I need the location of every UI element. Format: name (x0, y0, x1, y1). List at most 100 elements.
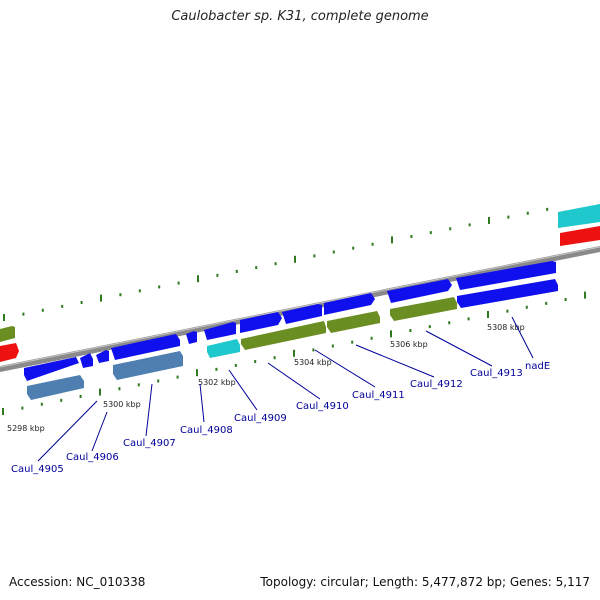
track-dot (390, 330, 392, 338)
track-dot (409, 329, 412, 333)
cds-arrow[interactable] (558, 204, 600, 228)
cds-arrow[interactable] (0, 343, 19, 362)
track-dot (332, 250, 335, 254)
track-dot (371, 242, 374, 246)
track-dot (312, 348, 315, 352)
cds-arrow[interactable] (27, 375, 84, 400)
gene-label[interactable]: nadE (525, 361, 550, 372)
track-dot (254, 360, 257, 364)
track-dot (525, 305, 528, 309)
track-dot (429, 231, 432, 235)
track-dot (391, 236, 393, 244)
gene-label[interactable]: Caul_4911 (352, 390, 405, 401)
cds-arrow[interactable] (207, 339, 240, 358)
gene-label[interactable]: Caul_4909 (234, 413, 287, 424)
track-dot (526, 211, 529, 215)
track-dot (21, 406, 24, 410)
track-dot (3, 314, 5, 321)
track-dot (158, 285, 161, 289)
gene-label[interactable]: Caul_4907 (123, 438, 176, 449)
forward-strand-track (0, 204, 600, 381)
track-dot (234, 363, 237, 367)
connector-line (228, 369, 258, 411)
track-dot (2, 408, 4, 415)
track-dot (118, 387, 121, 391)
tick-label: 5300 kbp (103, 400, 141, 409)
track-dot (22, 312, 25, 316)
track-dot (448, 321, 451, 325)
track-dot (564, 297, 567, 301)
track-dot (216, 273, 219, 277)
map-title: Caulobacter sp. K31, complete genome (171, 9, 429, 24)
cds-arrow[interactable] (186, 331, 197, 344)
track-dot (294, 255, 296, 263)
track-dot (487, 311, 489, 318)
accession-label: Accession: NC_010338 (9, 575, 146, 589)
track-dot (137, 383, 140, 387)
connector-line (511, 316, 534, 359)
track-dot (40, 402, 43, 406)
track-dot (410, 235, 413, 239)
genome-summary: Topology: circular; Length: 5,477,872 bp… (260, 575, 590, 589)
track-dot (176, 375, 179, 379)
cds-arrow[interactable] (241, 321, 326, 350)
gene-label-connectors (37, 316, 534, 462)
track-dot (428, 325, 431, 329)
connector-line (355, 344, 435, 378)
gene-label[interactable]: Caul_4906 (66, 452, 119, 463)
reverse-strand-track (0, 226, 600, 400)
track-dot (235, 269, 238, 273)
track-dot (255, 266, 258, 270)
track-dot (352, 246, 355, 250)
cds-arrow[interactable] (282, 304, 322, 324)
tick-label: 5308 kbp (487, 323, 525, 332)
track-dot (138, 289, 141, 293)
cds-arrow[interactable] (387, 279, 452, 303)
cds-arrow[interactable] (113, 351, 183, 380)
track-dot (197, 275, 199, 283)
gene-label[interactable]: Caul_4908 (180, 425, 233, 436)
track-dot (584, 291, 586, 299)
backbone-highlight (0, 246, 600, 368)
track-dot (100, 294, 102, 302)
cds-arrow[interactable] (327, 311, 380, 333)
cds-arrow[interactable] (24, 357, 79, 381)
track-dot (507, 215, 510, 219)
cds-arrow[interactable] (80, 353, 93, 368)
gene-label[interactable]: Caul_4912 (410, 379, 463, 390)
gene-label[interactable]: Caul_4910 (296, 401, 349, 412)
connector-line (425, 330, 493, 367)
connector-line (267, 362, 321, 400)
cds-arrow[interactable] (96, 350, 109, 363)
track-dot (293, 349, 295, 357)
cds-arrow[interactable] (0, 326, 15, 342)
track-dot (99, 388, 101, 396)
track-dot (196, 369, 198, 377)
track-dot (351, 340, 354, 344)
cds-arrow[interactable] (390, 297, 457, 321)
cds-arrow[interactable] (240, 312, 282, 333)
track-dot (506, 309, 509, 313)
gene-label[interactable]: Caul_4905 (11, 464, 64, 475)
track-dot (177, 281, 180, 285)
cds-arrow[interactable] (457, 279, 558, 308)
connector-line (314, 349, 376, 388)
tick-label: 5306 kbp (390, 340, 428, 349)
gene-label[interactable]: Caul_4913 (470, 368, 523, 379)
track-dot (546, 207, 549, 211)
track-dot (215, 367, 218, 371)
cds-arrow[interactable] (324, 293, 375, 315)
cds-arrow[interactable] (456, 261, 556, 290)
cds-arrow[interactable] (560, 226, 600, 246)
track-dot (468, 223, 471, 227)
track-dot (79, 394, 82, 398)
connector-line (199, 383, 205, 423)
tick-label: 5304 kbp (294, 358, 332, 367)
tick-label: 5298 kbp (7, 424, 45, 433)
connector-line (37, 400, 98, 462)
cds-arrow[interactable] (204, 322, 236, 340)
track-dot (119, 293, 122, 297)
track-dot (274, 262, 277, 266)
cds-arrow[interactable] (111, 334, 180, 360)
